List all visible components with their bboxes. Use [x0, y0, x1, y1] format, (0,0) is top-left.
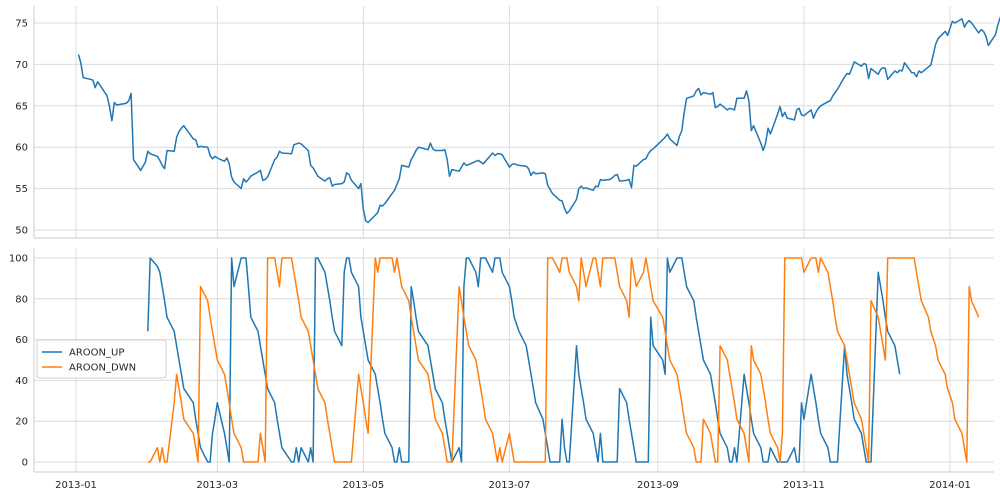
legend-box — [36, 339, 167, 379]
price-y-tick-label: 75 — [15, 19, 28, 30]
price-y-tick-label: 60 — [15, 143, 28, 154]
legend-label: AROON_UP — [69, 348, 124, 359]
price-y-tick-label: 50 — [15, 226, 28, 237]
x-tick-label: 2013-05 — [342, 480, 384, 491]
legend-label: AROON_DWN — [69, 363, 136, 374]
price-panel: 50 55 60 65 70 75 — [15, 6, 1000, 239]
price-y-tick-label: 65 — [15, 101, 28, 112]
x-tick-label: 2013-03 — [196, 480, 238, 491]
aroon-y-tick-label: 100 — [9, 254, 28, 265]
aroon-y-tick-label: 80 — [15, 294, 28, 305]
x-tick-label: 2013-09 — [637, 480, 679, 491]
price-series-line — [77, 16, 1000, 224]
price-y-tick-label: 70 — [15, 60, 28, 71]
aroon-panel: 0 20 40 60 80 100 2013-01 2013-03 2013-05 2013-07… — [9, 248, 994, 491]
price-y-tick-label: 55 — [15, 184, 28, 195]
x-tick-label: 2013-11 — [783, 480, 825, 491]
aroon-y-tick-label: 40 — [15, 376, 28, 387]
x-tick-label: 2013-01 — [55, 480, 97, 491]
aroon-y-tick-label: 20 — [15, 417, 28, 428]
x-tick-label: 2013-07 — [489, 480, 531, 491]
aroon-dwn-series-line — [147, 257, 980, 463]
aroon-y-tick-label: 0 — [22, 458, 28, 469]
aroon-y-tick-label: 60 — [15, 335, 28, 346]
aroon-up-series-line — [147, 257, 901, 463]
chart-legend: AROON_UP AROON_DWN — [36, 339, 167, 379]
x-tick-label: 2014-01 — [929, 480, 971, 491]
